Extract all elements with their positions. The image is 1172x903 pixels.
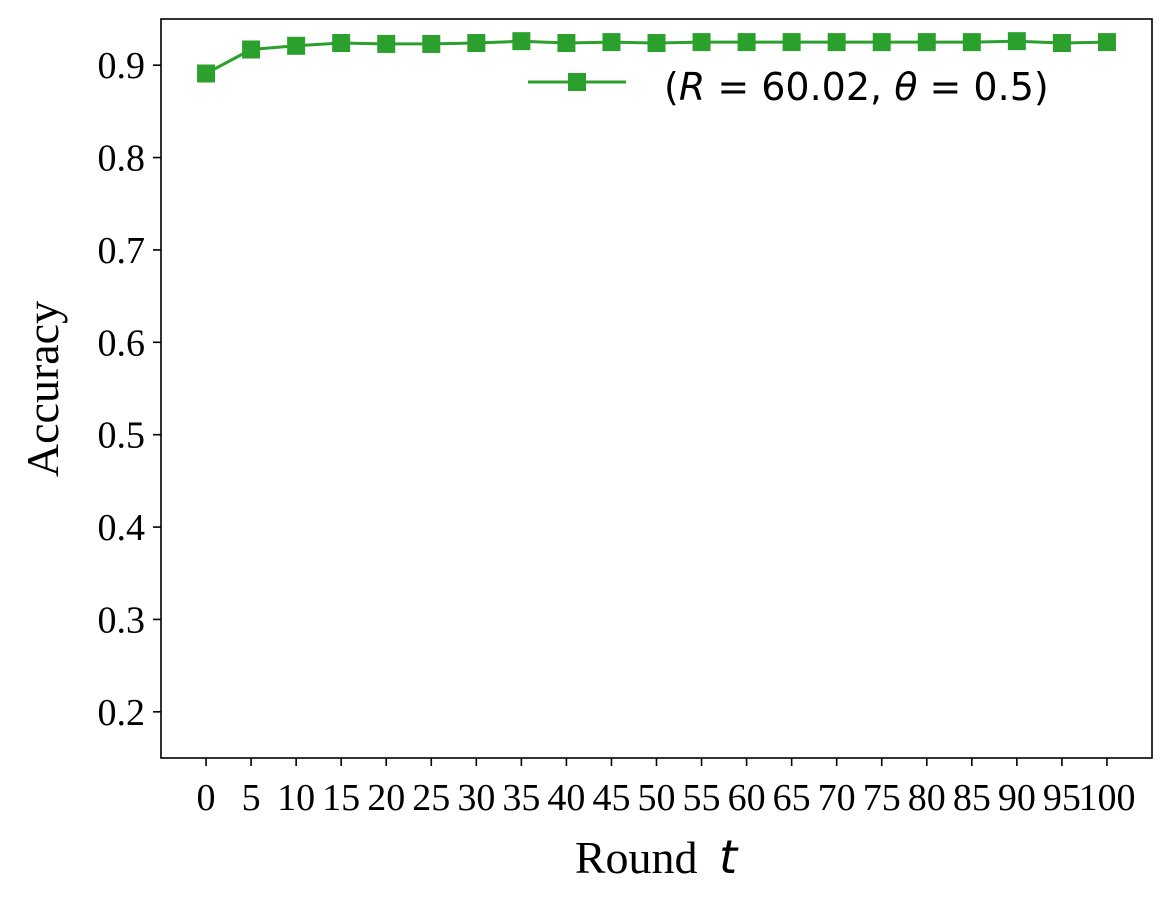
legend-entry-label: (R = 60.02, θ = 0.5) bbox=[664, 65, 1049, 109]
x-tick-label: 40 bbox=[547, 777, 585, 819]
data-point-marker bbox=[602, 33, 621, 52]
legend-part-theta: θ bbox=[894, 65, 917, 109]
series-layer bbox=[197, 32, 1116, 83]
x-tick-label: 30 bbox=[457, 777, 495, 819]
data-point-marker bbox=[917, 33, 936, 52]
plot-area bbox=[160, 18, 1153, 759]
data-point-marker bbox=[242, 40, 261, 59]
data-point-marker bbox=[1097, 33, 1116, 52]
x-tick-label: 25 bbox=[412, 777, 450, 819]
legend-part-open: ( bbox=[664, 65, 679, 109]
data-point-marker bbox=[737, 33, 756, 52]
x-tick-label: 90 bbox=[998, 777, 1036, 819]
x-tick-label: 85 bbox=[953, 777, 991, 819]
y-tick-label: 0.8 bbox=[98, 138, 146, 180]
x-tick-label: 75 bbox=[863, 777, 901, 819]
y-tick-label: 0.5 bbox=[98, 415, 146, 457]
data-point-marker bbox=[647, 34, 666, 53]
legend: (R = 60.02, θ = 0.5) bbox=[528, 65, 1049, 109]
x-tick-label: 60 bbox=[728, 777, 766, 819]
legend-part-eq1: = 60.02, bbox=[705, 65, 894, 109]
data-point-marker bbox=[692, 33, 711, 52]
x-tick-label: 15 bbox=[322, 777, 360, 819]
x-tick-label: 35 bbox=[502, 777, 540, 819]
x-tick-label: 70 bbox=[818, 777, 856, 819]
x-tick-label: 0 bbox=[197, 777, 216, 819]
data-point-marker bbox=[467, 34, 486, 53]
x-tick-label: 45 bbox=[592, 777, 630, 819]
x-tick-label: 50 bbox=[638, 777, 676, 819]
legend-part-eq2: = 0.5) bbox=[917, 65, 1048, 109]
x-tick-label: 80 bbox=[908, 777, 946, 819]
y-axis-title: Accuracy bbox=[17, 301, 68, 477]
y-tick-label: 0.4 bbox=[98, 507, 146, 549]
data-point-marker bbox=[287, 36, 306, 55]
data-point-marker bbox=[377, 34, 396, 53]
data-point-marker bbox=[1052, 34, 1071, 53]
data-point-marker bbox=[1007, 32, 1026, 51]
data-point-marker bbox=[512, 32, 531, 51]
legend-part-r: R bbox=[679, 65, 705, 109]
x-tick-label: 65 bbox=[773, 777, 811, 819]
x-tick-label: 10 bbox=[277, 777, 315, 819]
data-point-marker bbox=[962, 33, 981, 52]
x-tick-label: 55 bbox=[683, 777, 721, 819]
x-tick-label: 95 bbox=[1043, 777, 1081, 819]
y-tick-label: 0.2 bbox=[98, 692, 146, 734]
y-tick-label: 0.9 bbox=[98, 45, 146, 87]
data-point-marker bbox=[827, 33, 846, 52]
legend-marker bbox=[568, 73, 586, 91]
data-point-marker bbox=[782, 33, 801, 52]
x-axis: 0 5 10 15 20 25 30 35 40 45 50 55 60 65 70 75 80 85 90 9510… bbox=[197, 758, 1135, 819]
y-tick-label: 0.6 bbox=[98, 322, 146, 364]
y-tick-label: 0.7 bbox=[98, 230, 146, 272]
x-tick-label: 20 bbox=[367, 777, 405, 819]
x-tick-label: 5 bbox=[242, 777, 261, 819]
data-point-marker bbox=[872, 33, 891, 52]
x-axis-title: Round t bbox=[575, 830, 739, 884]
x-axis-title-text: Round bbox=[575, 832, 698, 883]
data-point-marker bbox=[557, 34, 576, 53]
y-tick-label: 0.3 bbox=[98, 599, 146, 641]
data-point-marker bbox=[422, 34, 441, 53]
data-point-marker bbox=[332, 34, 351, 53]
y-axis: 0.2 0.3 0.4 0.5 0.6 0.7 0.8 0.9 bbox=[98, 45, 161, 734]
x-tick-label: 100 bbox=[1078, 777, 1135, 819]
x-axis-title-variable: t bbox=[719, 830, 739, 884]
data-point-marker bbox=[197, 64, 216, 83]
